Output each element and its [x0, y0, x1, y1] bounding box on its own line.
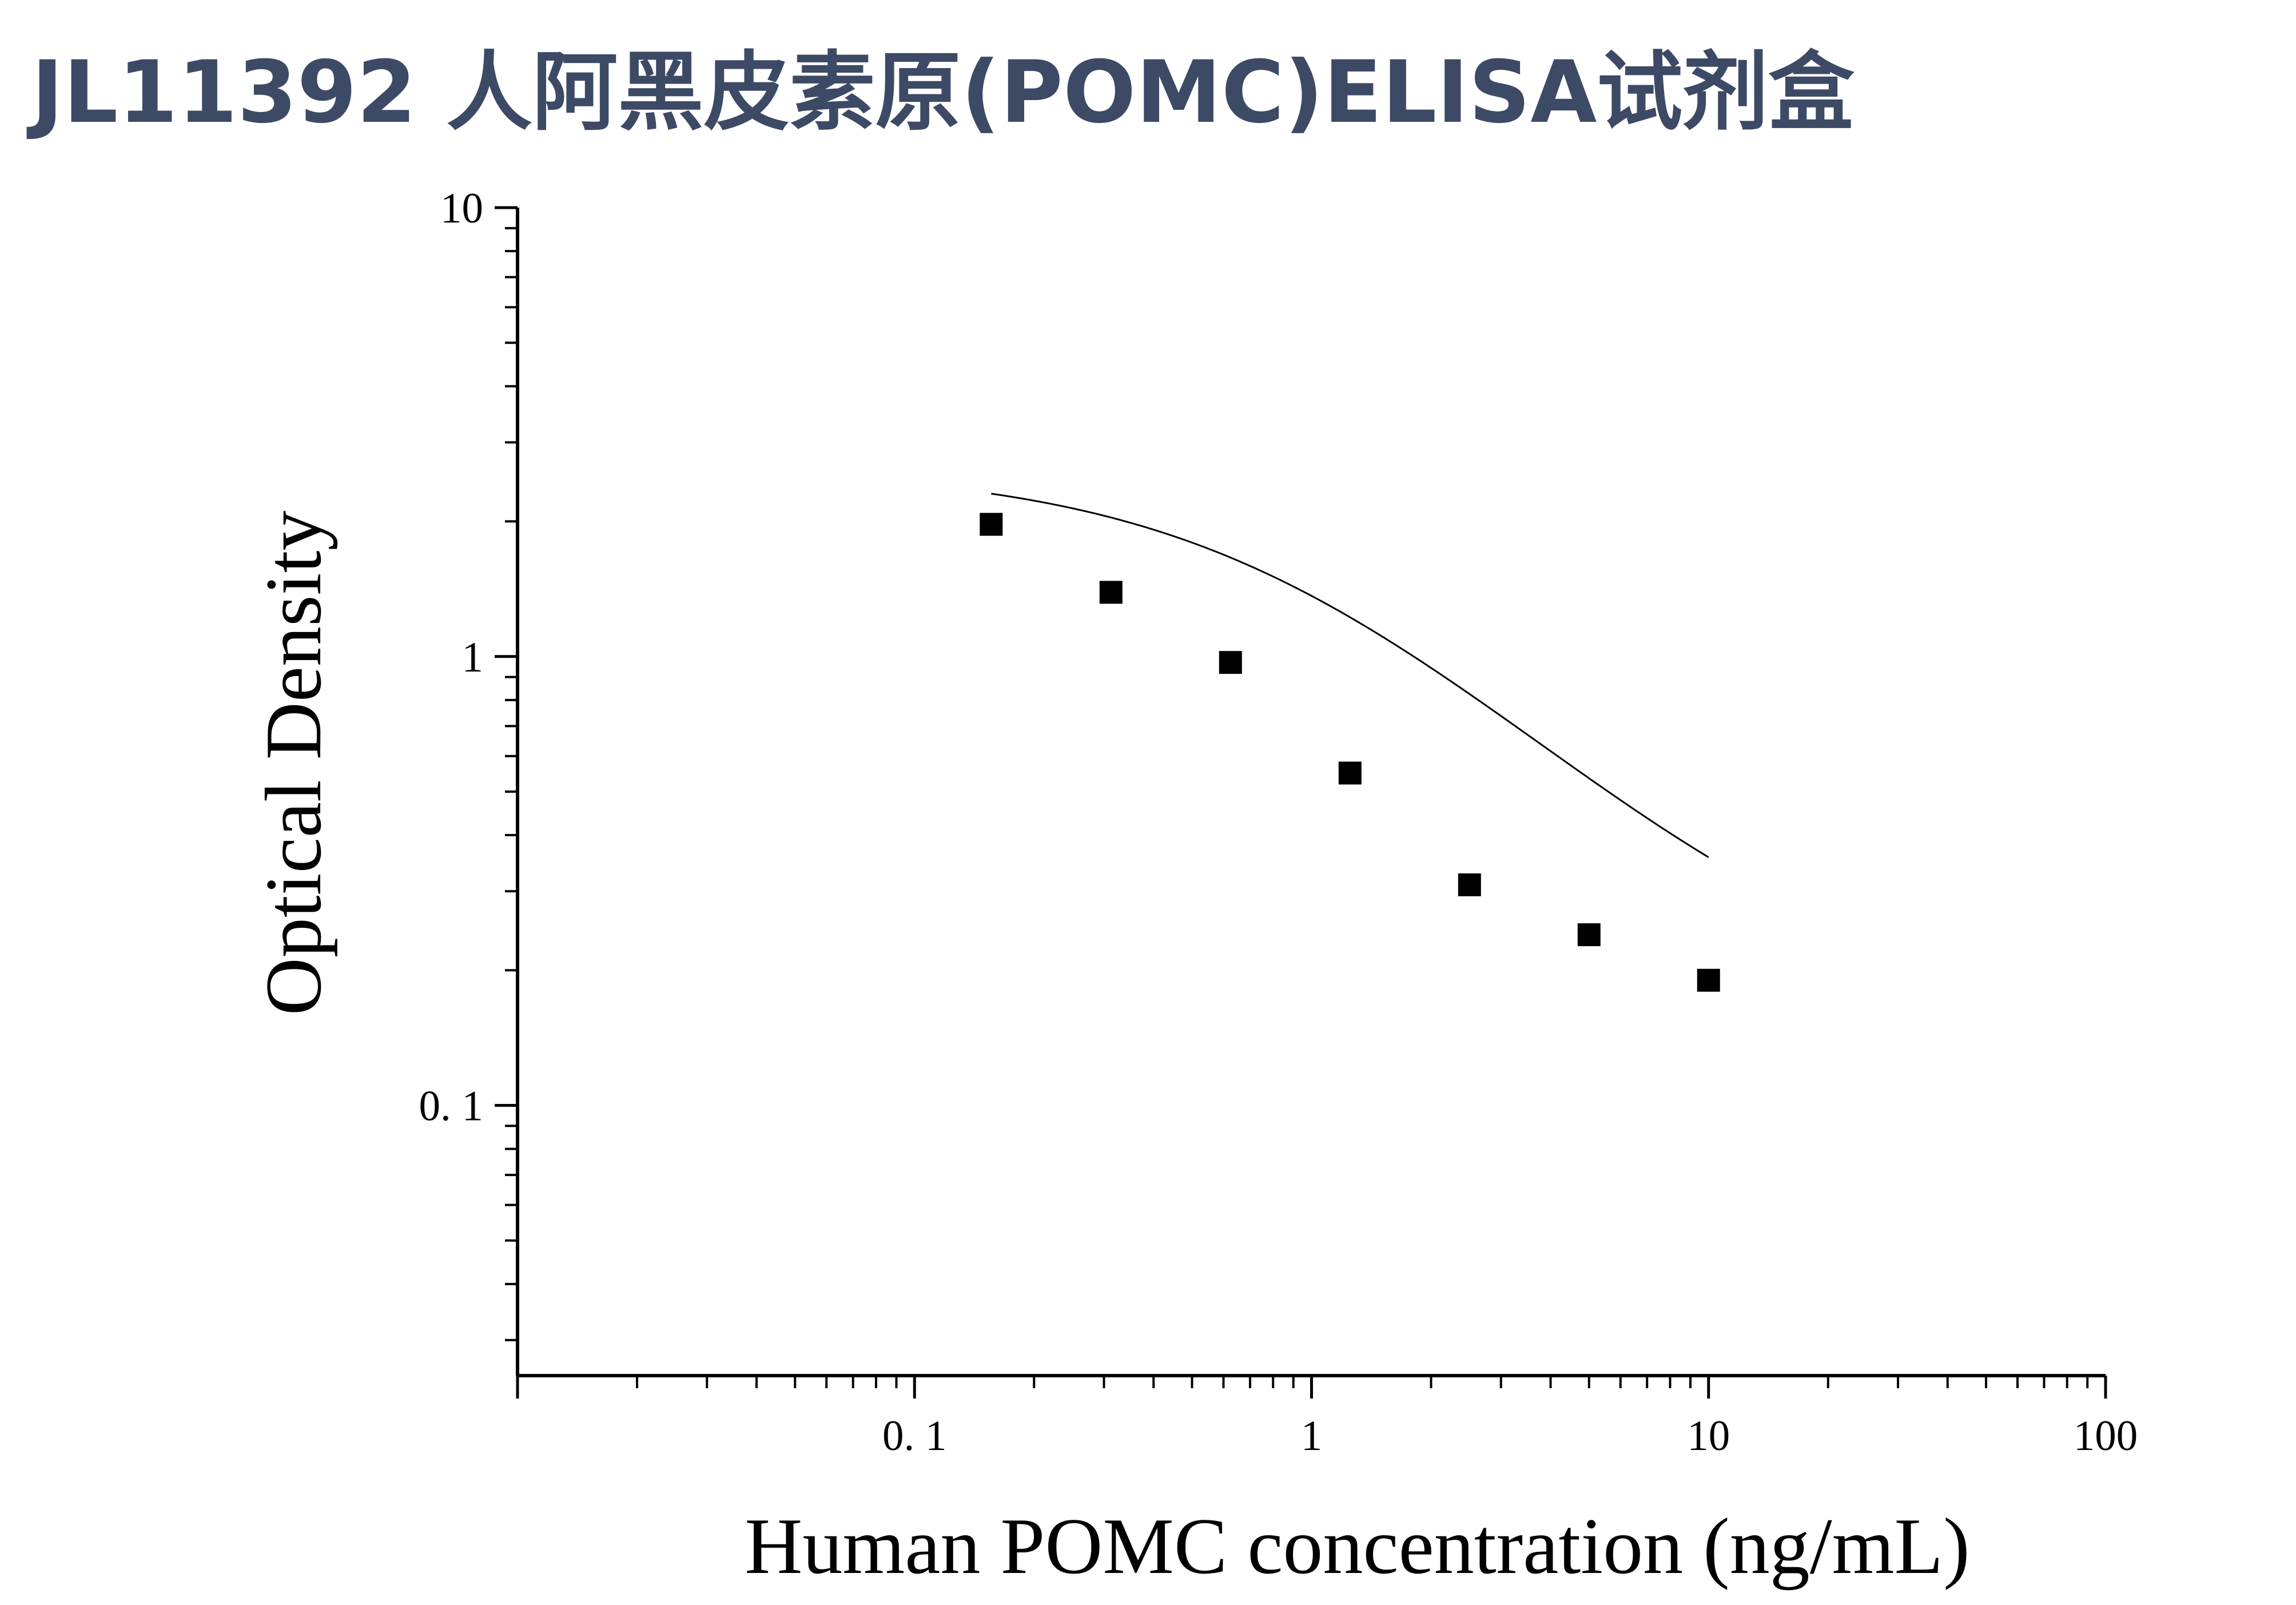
data-point: [980, 513, 1003, 536]
y-tick-label: 1: [462, 634, 484, 681]
data-point: [1338, 761, 1362, 785]
x-axis-label: Human POMC concentration (ng/mL): [745, 1502, 1969, 1591]
x-tick-label: 10: [1687, 1412, 1730, 1460]
data-point: [1458, 873, 1481, 896]
x-tick-label: 1: [1301, 1412, 1323, 1460]
data-point: [1099, 581, 1123, 604]
data-point: [1577, 923, 1601, 947]
chart-axes: 0. 1 1 10 100 0. 1 1 10: [419, 185, 2138, 1460]
y-axis-label: Optical Density: [249, 511, 338, 1016]
fit-curve-layer: [991, 492, 1709, 859]
x-tick-label: 0. 1: [882, 1412, 947, 1460]
y-tick-label: 10: [440, 185, 483, 232]
fit-curve: [991, 492, 1709, 859]
data-points-layer: [980, 513, 1720, 992]
x-tick-label: 100: [2074, 1412, 2138, 1460]
data-point: [1697, 968, 1720, 992]
page-title: JL11392 人阿黑皮素原(POMC)ELISA试剂盒: [31, 43, 1855, 142]
y-tick-label: 0. 1: [419, 1083, 484, 1130]
data-point: [1219, 651, 1242, 674]
